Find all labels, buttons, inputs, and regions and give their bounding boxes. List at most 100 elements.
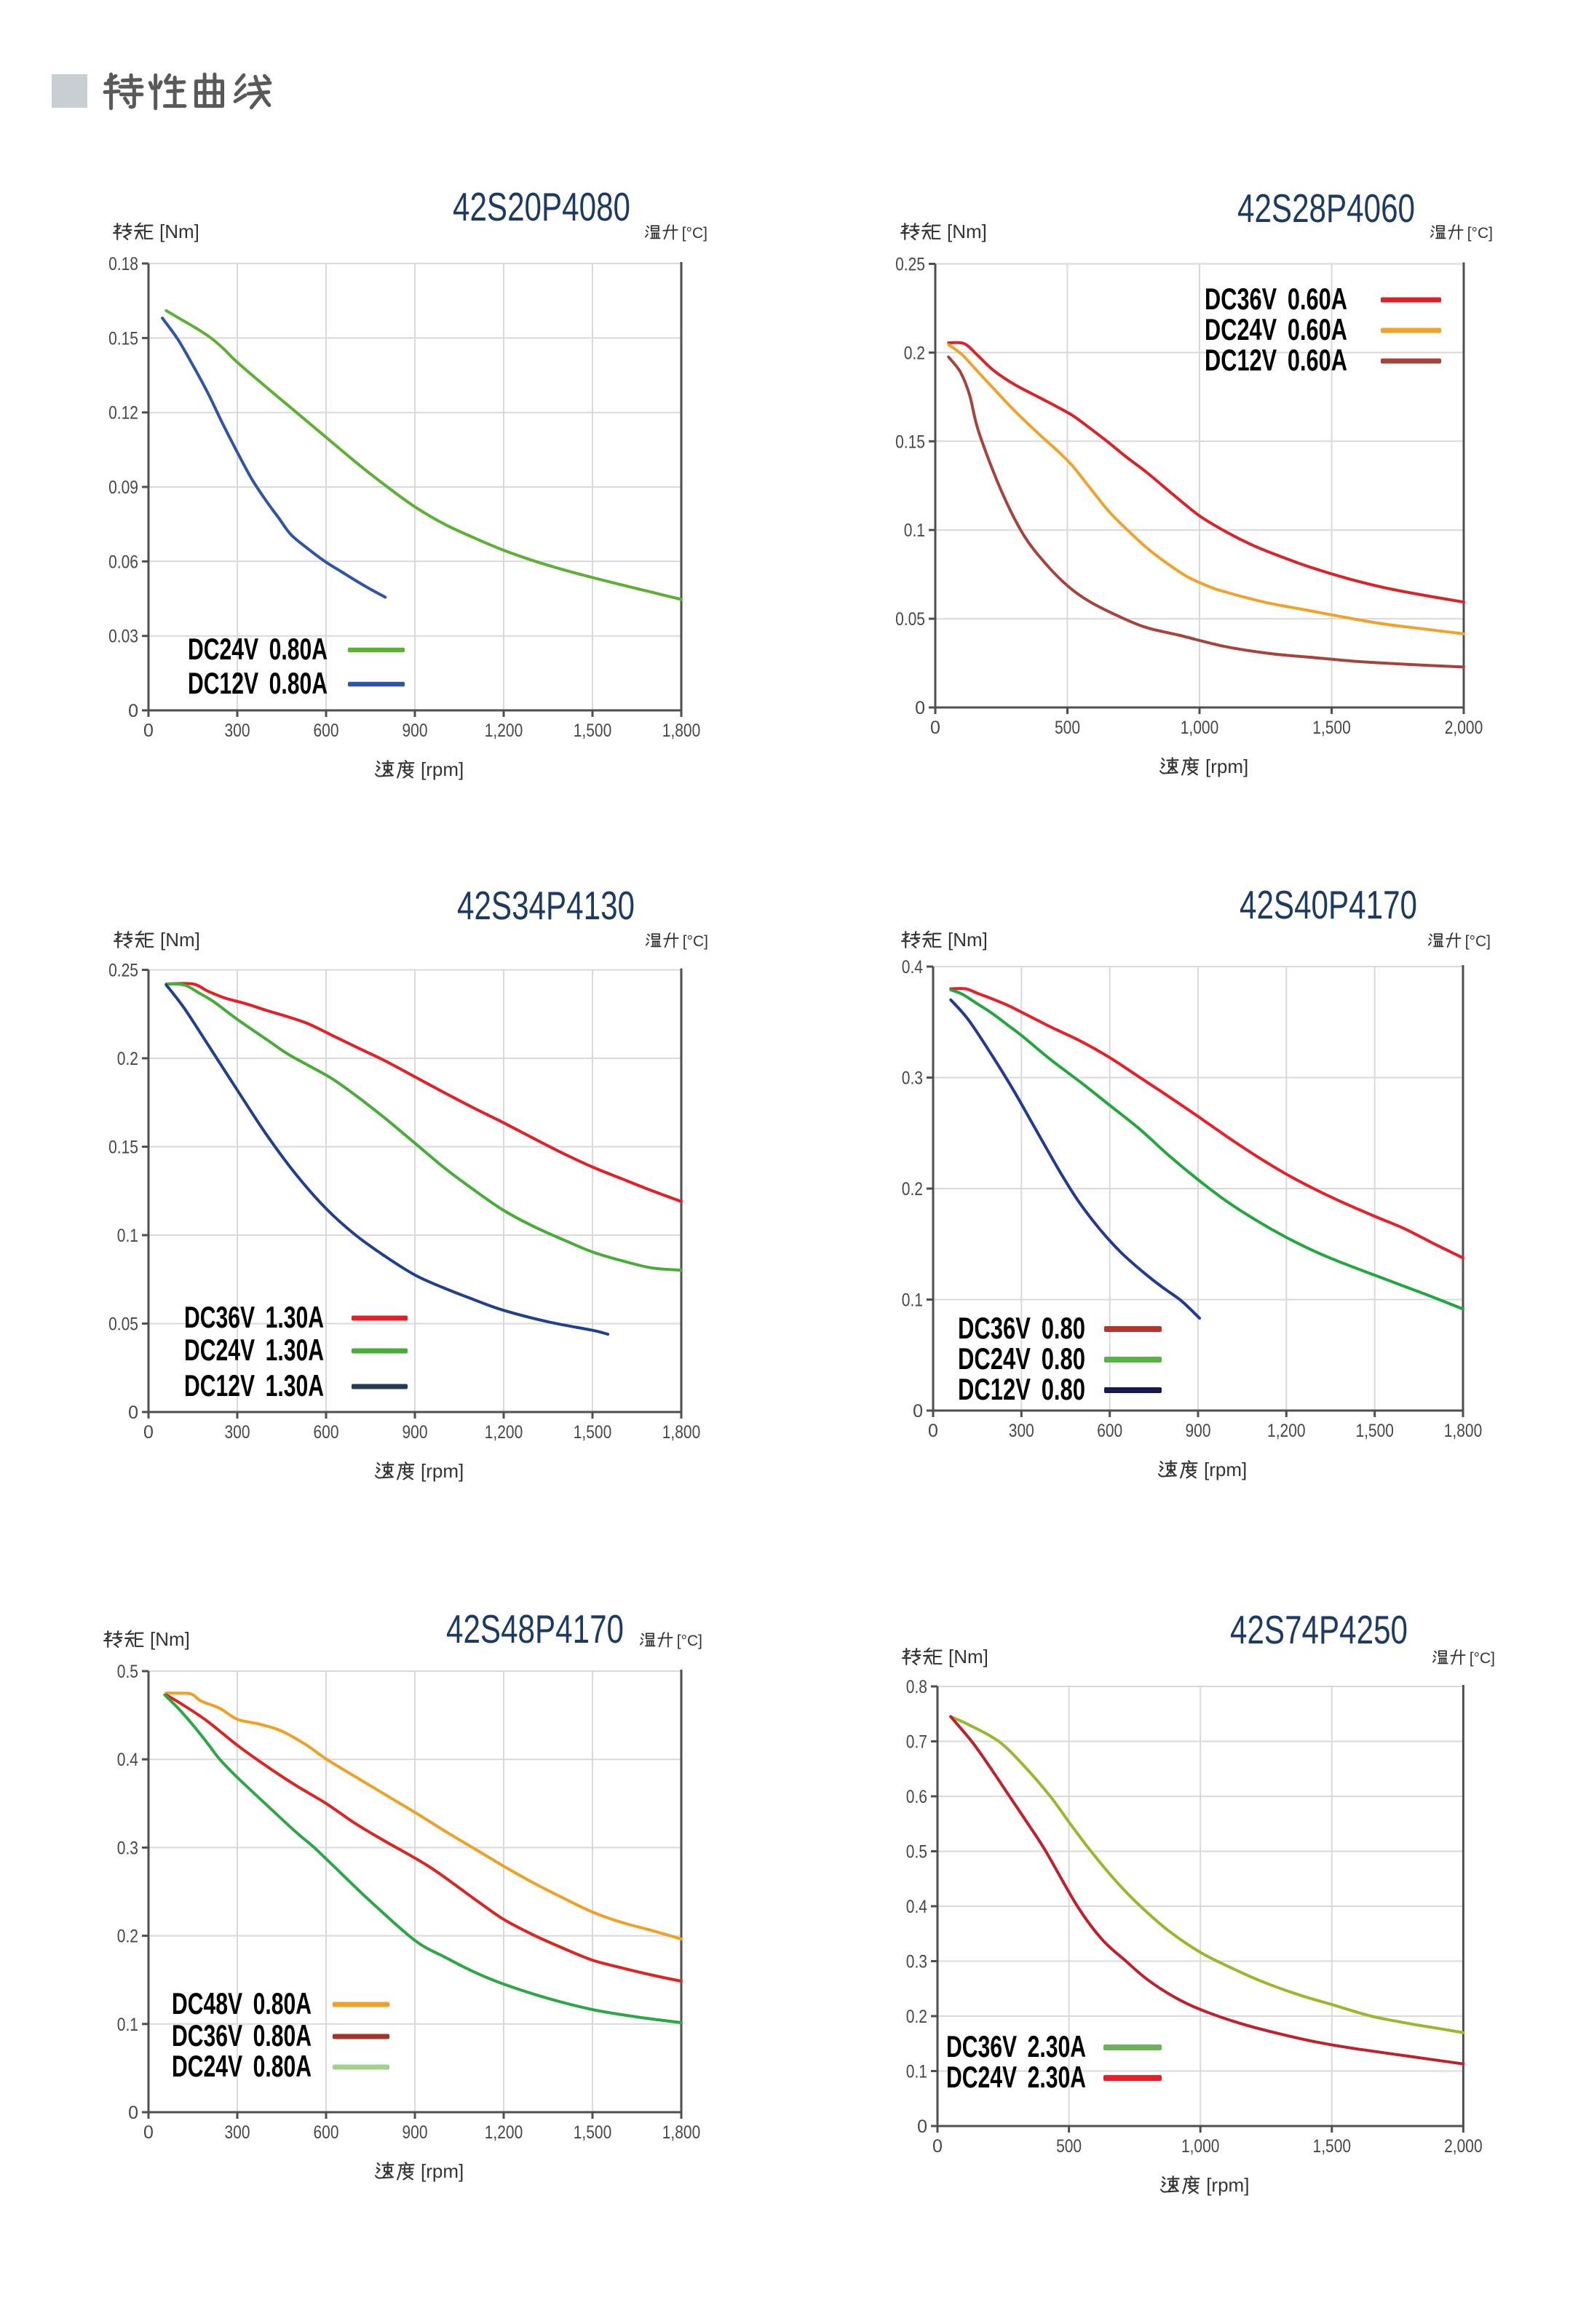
svg-text:0.2: 0.2 (904, 343, 925, 363)
svg-text:2,000: 2,000 (1444, 2136, 1483, 2157)
svg-text:DC24V 2.30A: DC24V 2.30A (946, 2060, 1086, 2094)
svg-text:[rpm]: [rpm] (1206, 2174, 1249, 2196)
svg-text:DC36V 0.60A: DC36V 0.60A (1205, 282, 1347, 316)
svg-text:0.03: 0.03 (108, 627, 138, 647)
svg-text:0.8: 0.8 (906, 1677, 927, 1697)
svg-text:42S74P4250: 42S74P4250 (1230, 1607, 1408, 1652)
svg-text:0.2: 0.2 (906, 2007, 927, 2027)
svg-text:1,000: 1,000 (1181, 718, 1219, 738)
svg-text:1,500: 1,500 (1312, 718, 1351, 738)
svg-text:0.06: 0.06 (108, 552, 138, 572)
svg-text:300: 300 (225, 2122, 250, 2143)
svg-text:[Nm]: [Nm] (160, 929, 200, 951)
svg-text:42S20P4080: 42S20P4080 (453, 184, 630, 229)
svg-text:0.1: 0.1 (902, 1290, 923, 1311)
svg-text:[rpm]: [rpm] (1205, 756, 1248, 777)
svg-text:[Nm]: [Nm] (159, 221, 199, 242)
svg-text:0.15: 0.15 (108, 1138, 138, 1158)
svg-text:[°C]: [°C] (1465, 933, 1491, 950)
svg-text:500: 500 (1055, 718, 1080, 738)
svg-text:42S48P4170: 42S48P4170 (446, 1606, 624, 1651)
svg-text:0.1: 0.1 (117, 1226, 138, 1246)
svg-text:[rpm]: [rpm] (421, 758, 464, 780)
svg-text:0: 0 (913, 1401, 923, 1421)
svg-text:0.2: 0.2 (117, 1927, 138, 1947)
svg-text:0.3: 0.3 (906, 1952, 927, 1972)
svg-text:DC24V 1.30A: DC24V 1.30A (184, 1333, 324, 1367)
svg-text:[Nm]: [Nm] (947, 221, 987, 242)
svg-text:0.15: 0.15 (895, 432, 925, 452)
svg-text:0.15: 0.15 (108, 328, 138, 349)
svg-text:0: 0 (128, 2103, 138, 2123)
svg-text:0.1: 0.1 (906, 2062, 927, 2082)
svg-text:DC24V 0.80: DC24V 0.80 (958, 1341, 1085, 1376)
svg-text:0.4: 0.4 (902, 957, 923, 977)
svg-text:0.5: 0.5 (906, 1842, 927, 1863)
svg-text:0.5: 0.5 (117, 1662, 138, 1682)
svg-text:600: 600 (1097, 1421, 1122, 1441)
svg-text:[rpm]: [rpm] (421, 1460, 464, 1482)
svg-text:0.12: 0.12 (108, 403, 138, 424)
svg-text:1,500: 1,500 (574, 721, 612, 741)
svg-text:500: 500 (1056, 2136, 1082, 2157)
svg-text:0.2: 0.2 (902, 1179, 923, 1199)
svg-text:1,200: 1,200 (485, 2122, 523, 2143)
svg-text:0: 0 (143, 1422, 154, 1443)
svg-text:300: 300 (225, 1422, 250, 1443)
svg-text:900: 900 (403, 1422, 428, 1443)
svg-text:[°C]: [°C] (683, 933, 708, 950)
svg-text:[°C]: [°C] (1467, 225, 1493, 242)
svg-text:DC12V 0.80A: DC12V 0.80A (188, 666, 328, 700)
svg-text:900: 900 (1186, 1421, 1211, 1441)
svg-text:0: 0 (917, 2117, 927, 2137)
svg-text:[rpm]: [rpm] (1204, 1459, 1247, 1480)
svg-text:[°C]: [°C] (1470, 1650, 1495, 1667)
svg-text:[rpm]: [rpm] (421, 2160, 464, 2182)
svg-text:0.4: 0.4 (117, 1750, 138, 1770)
svg-text:DC36V 0.80A: DC36V 0.80A (172, 2018, 312, 2053)
svg-text:1,800: 1,800 (1444, 1421, 1483, 1441)
svg-text:0: 0 (143, 721, 154, 741)
svg-text:42S34P4130: 42S34P4130 (457, 883, 635, 928)
svg-text:0.25: 0.25 (895, 255, 925, 275)
svg-text:0: 0 (143, 2122, 154, 2143)
svg-text:[Nm]: [Nm] (150, 1628, 190, 1650)
svg-text:1,500: 1,500 (574, 2122, 612, 2143)
svg-text:0: 0 (932, 2136, 943, 2157)
svg-text:1,200: 1,200 (485, 721, 523, 741)
svg-text:DC12V 0.60A: DC12V 0.60A (1205, 343, 1347, 377)
svg-text:1,200: 1,200 (485, 1422, 523, 1443)
svg-text:1,000: 1,000 (1181, 2136, 1220, 2157)
svg-text:600: 600 (314, 1422, 339, 1443)
svg-text:300: 300 (225, 721, 250, 741)
svg-text:0.1: 0.1 (117, 2015, 138, 2035)
svg-text:0.4: 0.4 (906, 1897, 927, 1917)
svg-text:0.1: 0.1 (904, 520, 925, 541)
svg-text:1,200: 1,200 (1267, 1421, 1306, 1441)
svg-text:DC24V 0.80A: DC24V 0.80A (188, 632, 328, 666)
svg-text:0.09: 0.09 (108, 477, 138, 498)
svg-text:[°C]: [°C] (682, 225, 707, 242)
svg-text:DC36V 1.30A: DC36V 1.30A (184, 1300, 324, 1334)
svg-text:0.2: 0.2 (117, 1049, 138, 1069)
svg-text:DC48V 0.80A: DC48V 0.80A (172, 1986, 312, 2020)
svg-text:900: 900 (403, 2122, 428, 2143)
svg-text:1,800: 1,800 (662, 1422, 701, 1443)
svg-text:600: 600 (314, 2122, 339, 2143)
svg-text:1,800: 1,800 (662, 721, 701, 741)
svg-text:0: 0 (915, 698, 925, 718)
svg-text:DC36V 0.80: DC36V 0.80 (958, 1311, 1085, 1345)
svg-text:DC12V 1.30A: DC12V 1.30A (184, 1368, 324, 1403)
svg-text:42S28P4060: 42S28P4060 (1237, 186, 1415, 231)
svg-text:0.25: 0.25 (108, 961, 138, 981)
svg-text:0.18: 0.18 (108, 254, 138, 274)
svg-text:2,000: 2,000 (1445, 718, 1483, 738)
svg-text:0.7: 0.7 (906, 1732, 927, 1753)
svg-text:[°C]: [°C] (677, 1633, 702, 1649)
svg-text:0.05: 0.05 (895, 609, 925, 630)
svg-text:DC12V 0.80: DC12V 0.80 (958, 1372, 1085, 1406)
svg-text:DC24V 0.80A: DC24V 0.80A (172, 2049, 312, 2083)
svg-text:0: 0 (128, 1403, 138, 1423)
svg-text:[Nm]: [Nm] (948, 1646, 988, 1667)
svg-text:0: 0 (928, 1421, 938, 1441)
